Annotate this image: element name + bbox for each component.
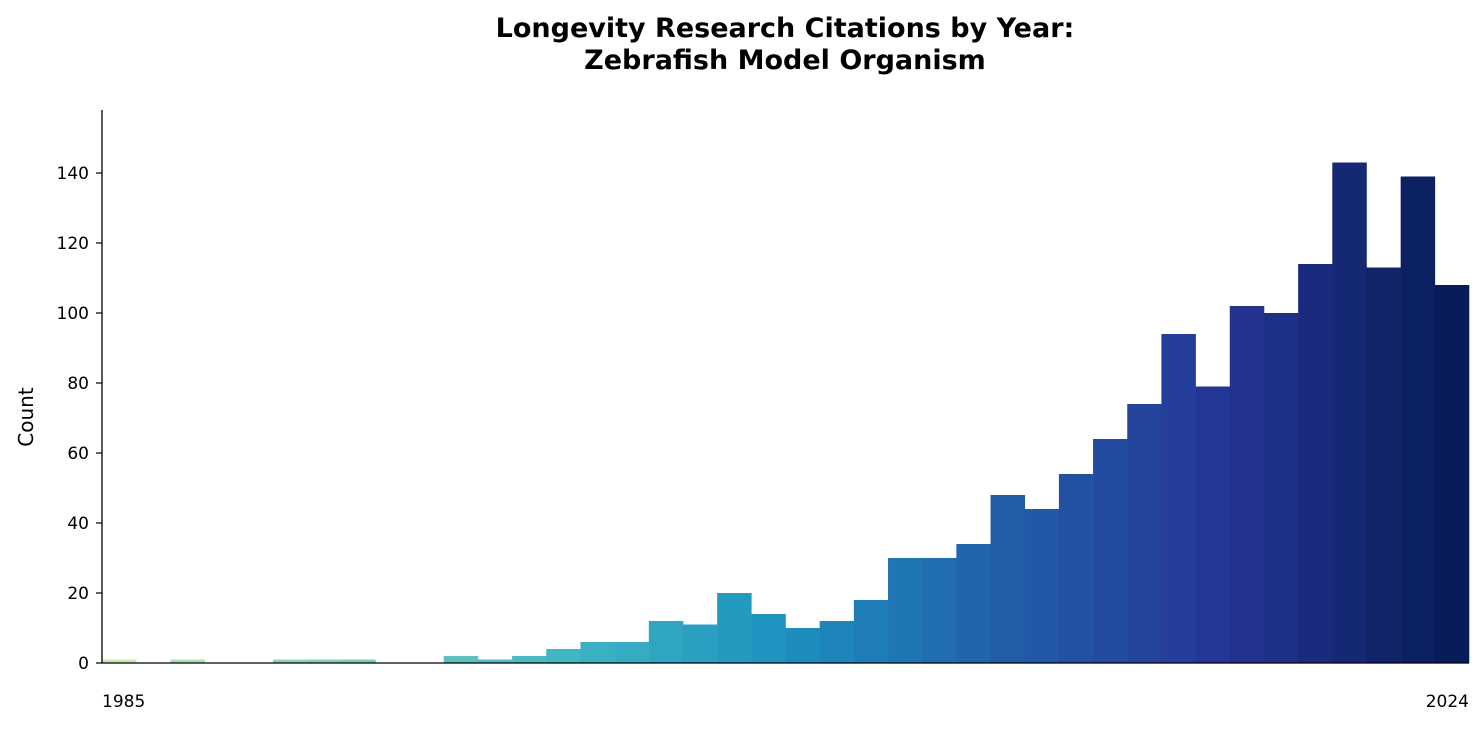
x-tick-label-end: 2024	[1426, 692, 1469, 712]
bar-1992	[341, 659, 376, 663]
bar-2023	[1400, 176, 1436, 663]
bar-2015	[1127, 404, 1162, 663]
bar-2009	[922, 558, 957, 663]
bar-1985	[102, 659, 137, 663]
bar-1987	[170, 659, 205, 663]
bar-2017	[1195, 386, 1231, 663]
bar-2006	[819, 621, 855, 663]
y-tick-label: 80	[67, 374, 89, 394]
bars-group	[102, 162, 1470, 663]
bar-2024	[1434, 285, 1470, 663]
bar-2018	[1229, 306, 1265, 663]
y-axis: 0 20 40 60 80 100 120 140	[57, 110, 103, 674]
bar-2010	[956, 544, 991, 663]
bar-2021	[1332, 162, 1367, 663]
bar-1996	[477, 659, 513, 663]
bar-2003	[717, 593, 752, 663]
y-tick-label: 120	[57, 234, 89, 254]
x-tick-label-start: 1985	[102, 692, 145, 712]
bar-1990	[272, 659, 308, 663]
bar-2004	[751, 614, 786, 663]
bar-1997	[512, 656, 547, 663]
chart-title: Longevity Research Citations by Year: Zeb…	[496, 13, 1075, 76]
bar-2007	[853, 600, 889, 663]
bar-2001	[648, 621, 684, 663]
y-tick-label: 60	[67, 444, 89, 464]
y-tick-label: 20	[67, 584, 89, 604]
y-axis-label: Count	[14, 387, 38, 447]
bar-2020	[1298, 264, 1333, 663]
chart-title-line: Zebrafish Model Organism	[584, 45, 986, 76]
chart-title-line: Longevity Research Citations by Year:	[496, 13, 1075, 44]
bar-2005	[785, 628, 820, 663]
bar-2016	[1161, 334, 1196, 663]
bar-2022	[1366, 267, 1401, 663]
bar-1991	[307, 659, 342, 663]
bar-2013	[1058, 474, 1094, 663]
bar-1998	[546, 649, 581, 663]
bar-1995	[443, 656, 479, 663]
y-tick-label: 0	[78, 654, 89, 674]
y-tick-label: 140	[57, 164, 89, 184]
bar-2012	[1024, 509, 1060, 663]
y-tick-label: 100	[57, 304, 89, 324]
bar-2019	[1263, 313, 1299, 663]
bar-2008	[888, 558, 923, 663]
bar-2002	[682, 624, 718, 663]
bar-2014	[1093, 439, 1128, 663]
bar-2000	[614, 642, 650, 663]
y-tick-label: 40	[67, 514, 89, 534]
bar-1999	[580, 642, 615, 663]
x-axis: 1985 2024	[102, 662, 1469, 712]
bar-2011	[990, 495, 1026, 663]
